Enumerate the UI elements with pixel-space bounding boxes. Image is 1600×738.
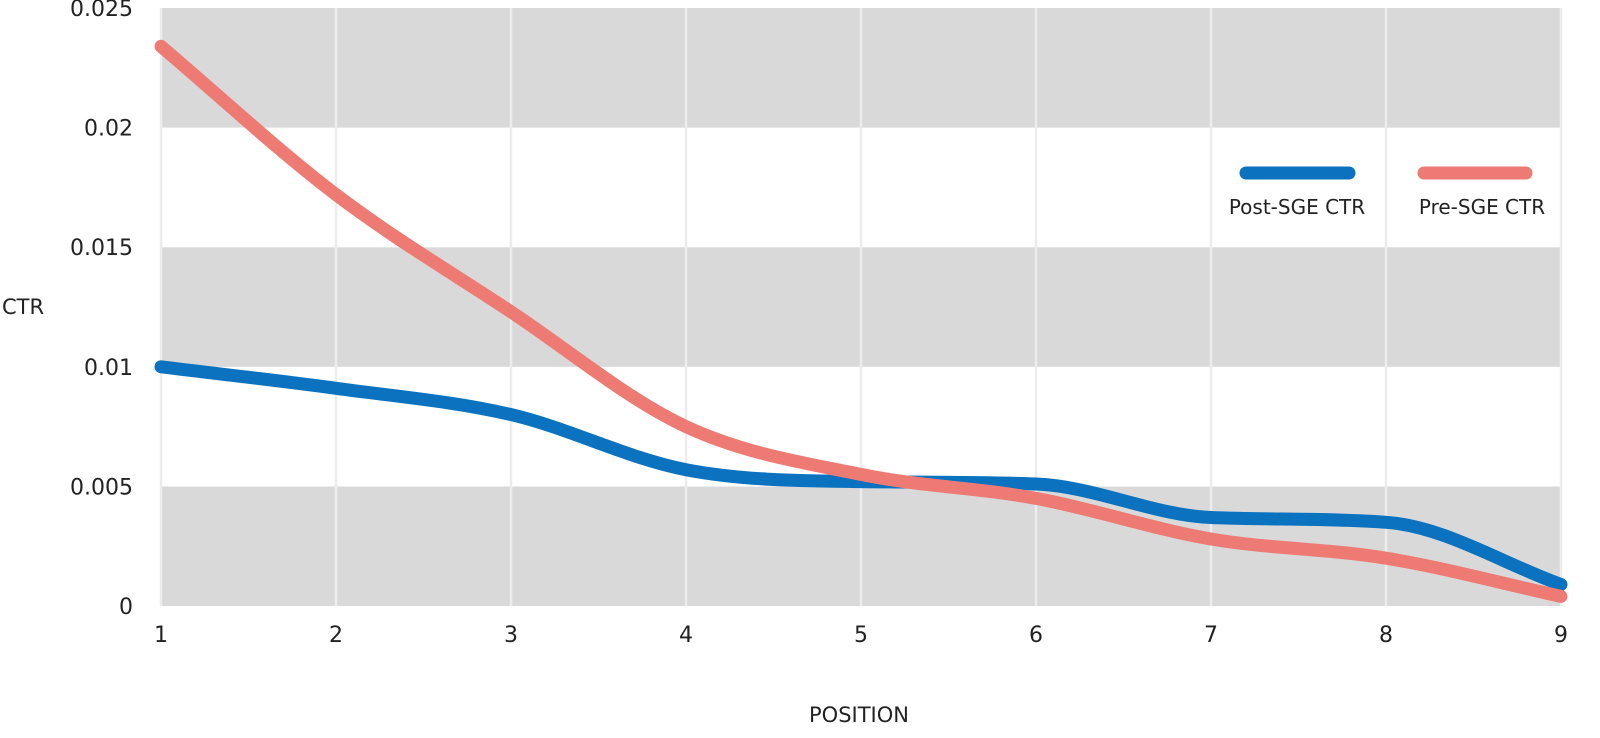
series-lines: [154, 39, 1568, 603]
legend-label: Post-SGE CTR: [1229, 195, 1365, 219]
y-axis-label: CTR: [2, 295, 44, 319]
x-tick-label: 7: [1204, 623, 1218, 648]
y-tick-label: 0.015: [70, 236, 133, 261]
x-tick-label: 8: [1379, 623, 1393, 648]
y-tick-label: 0.02: [84, 117, 133, 142]
series-line-post-sge: [154, 360, 1568, 591]
y-tick-label: 0.025: [70, 0, 133, 22]
legend-label: Pre-SGE CTR: [1419, 195, 1545, 219]
y-tick-label: 0.01: [84, 356, 133, 381]
x-tick-label: 9: [1554, 623, 1568, 648]
x-tick-label: 6: [1029, 623, 1043, 648]
x-tick-label: 2: [329, 623, 343, 648]
x-tick-label: 5: [854, 623, 868, 648]
y-tick-label: 0.005: [70, 475, 133, 500]
legend: Post-SGE CTR Pre-SGE CTR: [1229, 166, 1545, 219]
x-tick-label: 4: [679, 623, 693, 648]
y-tick-label: 0: [119, 595, 133, 620]
x-axis-label: POSITION: [809, 703, 909, 727]
x-tick-label: 1: [154, 623, 168, 648]
x-tick-label: 3: [504, 623, 518, 648]
series-line-pre-sge: [154, 39, 1568, 603]
y-axis-ticks: 0 0.005 0.01 0.015 0.02 0.025: [70, 0, 133, 620]
x-axis-ticks: 1 2 3 4 5 6 7 8 9: [154, 623, 1568, 648]
